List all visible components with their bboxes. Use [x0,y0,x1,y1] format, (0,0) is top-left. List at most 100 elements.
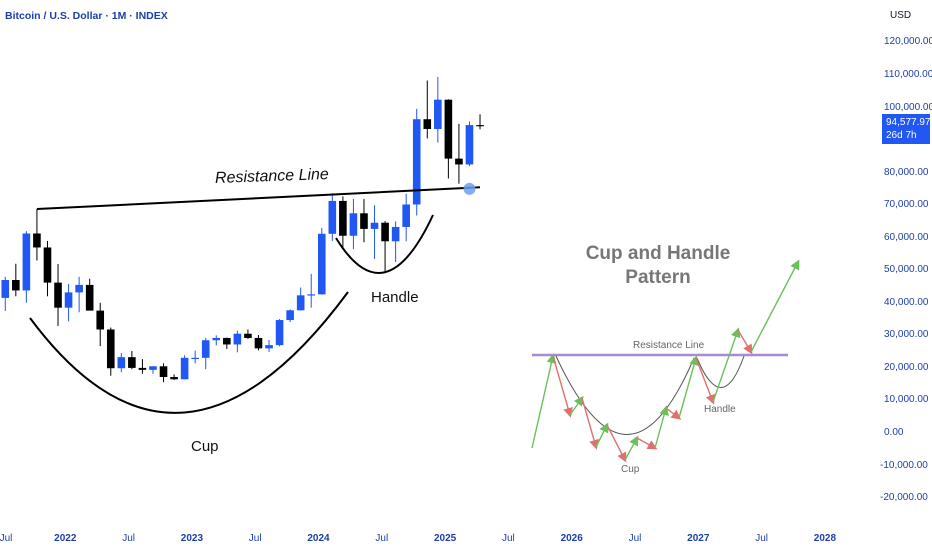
candle-body-17 [170,377,178,380]
candle-body-44 [455,158,463,165]
candle-body-3 [22,233,31,291]
candle-body-11 [106,329,115,369]
candle-body-28 [286,310,294,321]
inset-arrow-3 [581,397,599,450]
candle-body-1 [1,280,10,298]
x-tick-label: Jul [248,533,262,544]
candle-body-2 [12,280,20,291]
x-tick-label: Jul [0,533,13,544]
currency-label[interactable]: USD [890,10,912,21]
x-tick-label: 2027 [687,533,710,544]
x-tick-label: Jul [122,533,135,544]
y-tick-label: -20,000.00 [880,492,928,504]
candle-body-7 [64,292,73,308]
y-tick-label: 70,000.00 [884,199,929,211]
candle-body-29 [296,295,305,311]
pattern-title-line1: Cup and Handle [585,243,731,264]
y-tick-label: 80,000.00 [884,166,929,178]
candle-body-15 [149,366,157,370]
cup-curve [29,291,349,414]
x-tick-label: 2022 [54,533,77,544]
last-price-badge: 94,577.97 26d 7h [882,114,931,144]
inset-handle-curve [696,355,745,388]
inset-arrow-1 [552,355,573,418]
inset-cup-curve [555,355,695,435]
y-tick-label: 20,000.00 [884,361,929,373]
y-tick-label: 10,000.00 [884,394,929,406]
candle-body-13 [128,357,136,368]
candle-body-46 [476,125,484,127]
y-tick-label: 110,000.00 [884,68,932,80]
inset-cup-label: Cup [621,464,640,475]
candle-body-9 [85,284,94,311]
inset-arrow-12 [712,327,741,403]
inset-arrow-6 [624,435,639,461]
candle-body-24 [244,333,252,338]
x-tick-label: 2024 [307,533,330,544]
candle-body-20 [201,340,210,358]
candle-body-38 [391,226,400,242]
candle-body-21 [212,337,221,341]
last-price: 94,577.97 [886,117,931,128]
x-tick-label: 2025 [433,533,457,544]
inset-resistance-label: Resistance Line [633,340,705,351]
inset-arrow-13 [737,329,753,355]
y-tick-label: -10,000.00 [880,459,928,471]
candle-body-6 [54,282,62,308]
candle-body-14 [138,367,147,370]
inset-arrow-2 [569,395,584,416]
candle-body-5 [43,247,52,283]
candle-body-42 [434,99,442,129]
candle-body-33 [339,200,347,236]
candle-body-30 [307,294,316,296]
candle-body-8 [75,284,83,293]
candle-body-25 [254,337,263,349]
y-tick-label: 100,000.00 [884,101,932,113]
handle-curve [335,214,434,274]
candle-body-10 [96,310,105,330]
y-tick-label: 60,000.00 [884,231,929,243]
x-tick-label: Jul [375,533,389,544]
x-tick-label: 2028 [813,533,837,544]
inset-handle-label: Handle [704,404,736,415]
x-tick-label: 2026 [560,533,583,544]
candle-body-32 [328,200,337,234]
x-tick-label: Jul [628,533,642,544]
candle-body-18 [180,357,189,380]
inset-arrow-4 [595,422,609,448]
inset-arrow-11 [695,357,716,405]
candle-body-36 [370,222,379,229]
chart-title: Bitcoin / U.S. Dollar · 1M · INDEX [5,10,168,22]
pattern-title: Cup and Handle Pattern [563,242,753,290]
candle-body-43 [444,99,453,159]
candle-body-34 [349,213,358,236]
candle-body-40 [412,119,421,205]
candle-body-23 [233,333,242,345]
inset-arrow-5 [606,424,627,463]
inset-arrow-9 [665,407,682,420]
candle-body-4 [33,233,41,248]
candle-body-22 [223,337,231,345]
inset-arrow-14 [750,259,800,353]
x-tick-label: Jul [501,533,515,544]
candle-body-26 [265,345,273,349]
candle-body-35 [360,213,368,229]
candle-body-31 [317,233,326,295]
cup-label: Cup [191,438,219,455]
candle-body-19 [191,357,199,360]
candle-body-39 [402,204,410,227]
y-tick-label: 120,000.00 [884,36,932,48]
inset-arrow-0 [531,353,557,449]
inset-arrow-8 [654,405,669,449]
y-tick-label: 40,000.00 [884,296,929,308]
y-tick-label: 30,000.00 [884,329,929,341]
handle-label: Handle [371,289,419,306]
x-tick-label: 2023 [180,533,204,544]
candle-body-12 [117,357,126,369]
inset-arrow-10 [678,355,699,419]
candle-body-27 [275,320,284,346]
y-tick-label: 50,000.00 [884,264,929,276]
y-tick-label: 0.00 [884,427,904,438]
